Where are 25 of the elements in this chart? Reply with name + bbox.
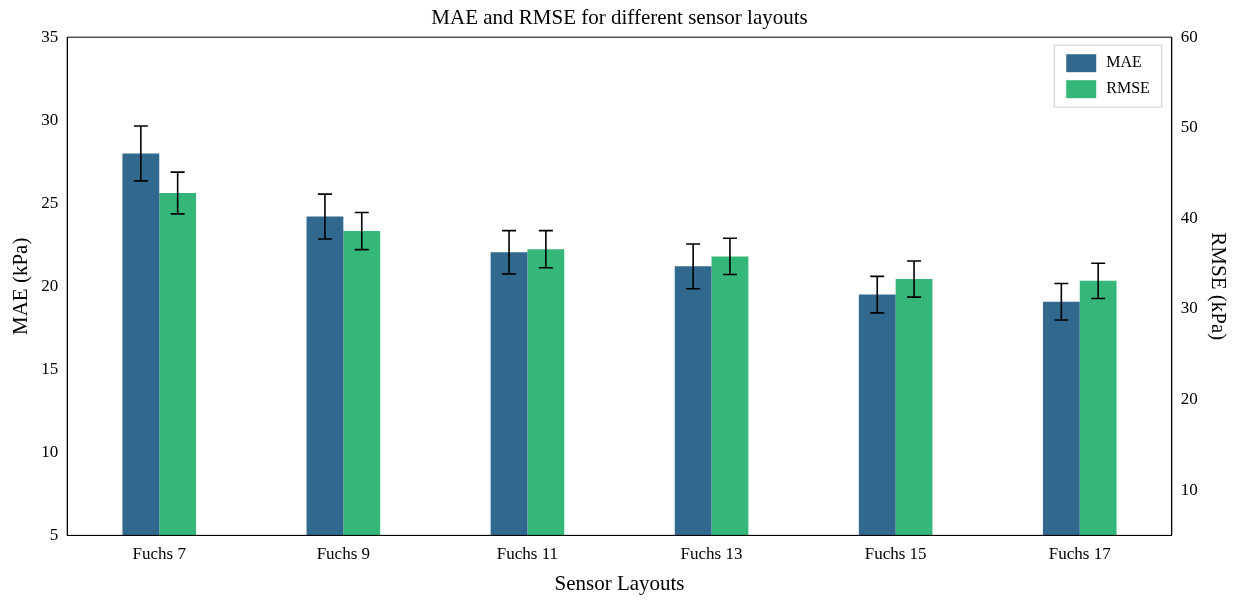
x-tick-label: Fuchs 11 <box>496 544 559 564</box>
x-tick-label: Fuchs 15 <box>864 544 927 564</box>
x-tick-label: Fuchs 13 <box>680 544 743 564</box>
x-axis-title: Sensor Layouts <box>554 570 685 595</box>
y2-tick-label: 50 <box>1180 117 1198 137</box>
y-axis-title: MAE (kPa) <box>8 237 33 335</box>
chart-title: MAE and RMSE for different sensor layouts <box>431 5 808 30</box>
y2-tick-label: 40 <box>1180 207 1198 227</box>
x-tick-label: Fuchs 17 <box>1048 544 1112 564</box>
y-tick-label: 30 <box>41 109 59 129</box>
y2-tick-label: 60 <box>1180 26 1198 46</box>
y-tick-label: 25 <box>41 192 59 212</box>
legend-label: MAE <box>1106 53 1142 71</box>
y2-axis-title: RMSE (kPa) <box>1206 232 1231 341</box>
y-tick-label: 10 <box>41 441 59 461</box>
x-tick-label: Fuchs 7 <box>132 544 187 564</box>
y-tick-label: 20 <box>41 275 59 295</box>
legend-label: RMSE <box>1106 79 1150 97</box>
y2-tick-label: 20 <box>1180 389 1198 408</box>
y2-tick-label: 30 <box>1180 298 1198 318</box>
y-tick-label: 35 <box>41 26 59 46</box>
y-tick-label: 5 <box>49 524 59 544</box>
y2-tick-label: 10 <box>1180 479 1198 499</box>
y-tick-label: 15 <box>41 358 59 378</box>
x-tick-label: Fuchs 9 <box>316 544 371 564</box>
